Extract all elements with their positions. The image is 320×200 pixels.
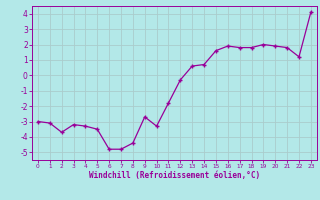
X-axis label: Windchill (Refroidissement éolien,°C): Windchill (Refroidissement éolien,°C) (89, 171, 260, 180)
